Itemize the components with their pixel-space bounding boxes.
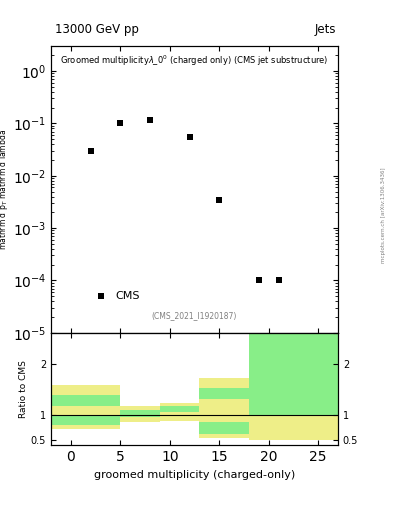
Bar xyxy=(249,333,338,416)
Bar xyxy=(200,422,249,434)
Text: Groomed multiplicity$\lambda\_0^0$ (charged only) (CMS jet substructure): Groomed multiplicity$\lambda\_0^0$ (char… xyxy=(60,53,328,68)
Bar xyxy=(249,333,338,440)
Text: (CMS_2021_I1920187): (CMS_2021_I1920187) xyxy=(152,311,237,320)
Bar xyxy=(160,403,200,421)
Point xyxy=(117,119,123,127)
Text: Jets: Jets xyxy=(314,23,336,36)
Bar xyxy=(51,395,120,406)
Y-axis label: mathrm d$^2$N
─────────────────
mathrm d p$_T$ mathrm d lambda: mathrm d$^2$N ───────────────── mathrm d… xyxy=(0,129,10,250)
Bar xyxy=(200,378,249,438)
X-axis label: groomed multiplicity (charged-only): groomed multiplicity (charged-only) xyxy=(94,470,295,480)
Text: mcplots.cern.ch [arXiv:1306.3436]: mcplots.cern.ch [arXiv:1306.3436] xyxy=(381,167,386,263)
Point xyxy=(186,133,193,141)
Text: CMS: CMS xyxy=(116,291,140,301)
Bar xyxy=(51,416,120,425)
Point xyxy=(275,276,282,285)
Bar xyxy=(200,388,249,399)
Point xyxy=(256,276,262,285)
Y-axis label: Ratio to CMS: Ratio to CMS xyxy=(19,360,28,418)
Point xyxy=(147,116,153,124)
Bar xyxy=(120,410,160,417)
Point xyxy=(97,292,104,301)
Bar xyxy=(51,385,120,429)
Point xyxy=(216,196,222,204)
Text: 13000 GeV pp: 13000 GeV pp xyxy=(55,23,139,36)
Bar xyxy=(120,406,160,422)
Point xyxy=(88,146,94,155)
Bar xyxy=(160,406,200,412)
